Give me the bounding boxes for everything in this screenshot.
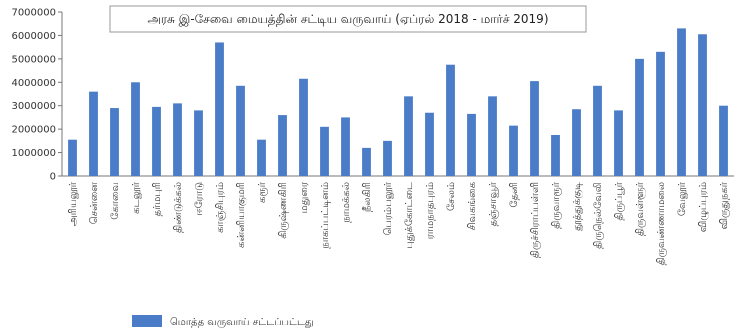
bar <box>257 139 266 176</box>
title-box-frame <box>109 5 587 33</box>
x-category-label: ஈரோடு <box>194 182 205 216</box>
x-category-label: திருநெல்வேலி <box>593 182 604 249</box>
bar <box>509 125 518 176</box>
y-tick-label: 1000000 <box>11 148 56 159</box>
x-category-label: திருவள்ளூர் <box>635 181 646 236</box>
x-category-label: தூத்துக்குடி <box>572 182 584 231</box>
chart-title-box: அரசு இ-சேவை மையத்தின் சட்டிய வருவாய் (ஏப… <box>109 5 587 33</box>
bar <box>236 85 245 176</box>
x-category-label: திருச்சிராப்பள்ளி <box>530 182 541 258</box>
bar <box>341 117 350 176</box>
bar <box>698 34 707 177</box>
bar <box>488 96 497 176</box>
x-category-label: கன்னியாகுமரி <box>236 182 248 248</box>
bar <box>278 115 287 176</box>
bar <box>425 112 434 176</box>
bar <box>152 106 161 176</box>
legend: மொத்த வருவாய் சட்டப்பட்டது <box>132 315 314 328</box>
bar <box>614 110 623 176</box>
y-tick-label: 7000000 <box>11 8 56 19</box>
x-category-label: கிருஷ்ணகிரி <box>278 182 289 239</box>
bar <box>320 126 329 176</box>
x-category-label: வேலூர் <box>677 181 688 216</box>
x-category-label: திருவாரூர் <box>551 181 562 229</box>
y-tick-label: 0 <box>50 172 56 183</box>
x-category-label: காஞ்சிபுரம் <box>215 182 226 233</box>
x-category-label: கோவை <box>110 182 121 220</box>
x-category-label: விழுப்புரம் <box>698 182 709 232</box>
chart-title: அரசு இ-சேவை மையத்தின் சட்டிய வருவாய் (ஏப… <box>147 12 548 27</box>
bar <box>362 147 371 176</box>
y-ticks: 0 1000000 2000000 3000000 4000000 5000000 6000… <box>11 8 62 183</box>
x-category-label: திருவண்ணாமலை <box>656 182 667 266</box>
bars <box>68 28 728 177</box>
x-category-label: திருப்பூர் <box>614 181 625 220</box>
bar <box>194 110 203 176</box>
x-category-labels: அரியலூர் சென்னை கோவை கடலூர் தர்மபுரி திண்டுக்… <box>68 181 730 265</box>
x-category-label: சிவகங்கை <box>467 182 478 230</box>
bar <box>131 82 140 176</box>
bar <box>404 96 413 176</box>
y-tick-label: 3000000 <box>11 101 56 112</box>
bar <box>551 135 560 176</box>
y-tick-label: 5000000 <box>11 54 56 65</box>
x-category-label: திண்டுக்கல் <box>173 182 184 233</box>
x-category-label: ராமநாதபுரம் <box>425 182 436 239</box>
x-category-label: மதுரை <box>299 181 310 213</box>
x-category-label: புதுக்கோட்டை <box>404 182 415 249</box>
y-tick-label: 2000000 <box>11 125 56 136</box>
bar <box>215 42 224 177</box>
bar <box>446 64 455 176</box>
x-category-label: சேலம் <box>446 182 457 211</box>
bar <box>719 105 728 176</box>
x-category-label: கரூர் <box>257 181 268 203</box>
bar <box>173 103 182 176</box>
x-category-label: நாகப்பட்டினம் <box>320 182 331 249</box>
x-category-label: தர்மபுரி <box>152 182 163 216</box>
x-category-label: தேனி <box>509 182 520 208</box>
bar <box>593 85 602 176</box>
axes <box>61 12 734 177</box>
bar <box>68 139 77 176</box>
bar <box>467 113 476 176</box>
x-category-label: நீலகிரி <box>362 182 373 212</box>
legend-label: மொத்த வருவாய் சட்டப்பட்டது <box>170 317 314 328</box>
x-category-label: கடலூர் <box>131 181 142 214</box>
bar <box>89 91 98 176</box>
bar <box>383 140 392 176</box>
x-category-label: விருதுநகர் <box>719 181 730 229</box>
x-category-label: அரியலூர் <box>68 181 79 226</box>
bar <box>677 28 686 177</box>
bar <box>572 109 581 176</box>
y-tick-label: 4000000 <box>11 78 56 89</box>
x-category-label: நாமக்கல் <box>341 182 352 223</box>
x-category-label: பெரம்பலூர் <box>383 181 394 235</box>
x-category-label: சென்னை <box>89 182 100 224</box>
bar <box>530 81 539 176</box>
bar <box>299 78 308 176</box>
legend-swatch <box>132 315 162 327</box>
bar <box>110 108 119 176</box>
x-category-label: தஞ்சாவூர் <box>488 181 499 226</box>
bar <box>635 58 644 176</box>
bar <box>656 51 665 176</box>
y-tick-label: 6000000 <box>11 31 56 42</box>
